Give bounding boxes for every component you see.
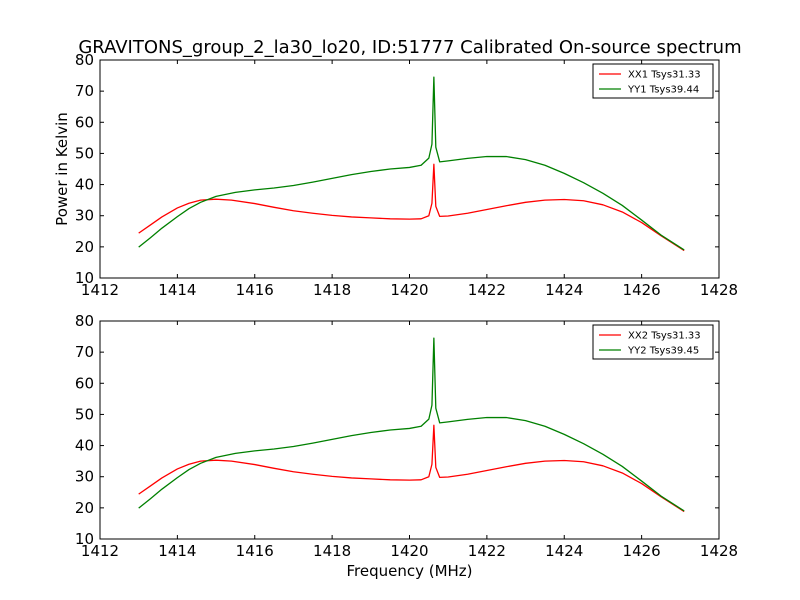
y-tick-label: 40 xyxy=(75,437,94,455)
x-tick-label: 1420 xyxy=(390,281,428,299)
x-tick-label: 1418 xyxy=(313,281,351,299)
x-tick-label: 1422 xyxy=(468,281,506,299)
x-tick-label: 1428 xyxy=(700,542,738,560)
x-tick-label: 1426 xyxy=(623,542,661,560)
x-tick-label: 1412 xyxy=(81,281,119,299)
x-tick-label: 1422 xyxy=(468,542,506,560)
legend-entry: YY2 Tsys39.45 xyxy=(627,346,699,357)
series-line-xx2 xyxy=(138,424,685,513)
series-line-xx1 xyxy=(138,163,685,252)
legend-entry: YY1 Tsys39.44 xyxy=(627,85,699,96)
y-tick-label: 50 xyxy=(75,144,94,162)
y-tick-label: 10 xyxy=(75,269,94,287)
subplot-2: 1412 1414 1416 1418 1420 1422 1424 1426 1428 10 20… xyxy=(75,312,738,580)
y-tick-label: 30 xyxy=(75,207,94,225)
y-tick-label: 80 xyxy=(75,312,94,330)
legend-entry: XX2 Tsys31.33 xyxy=(628,331,701,342)
x-tick-label: 1414 xyxy=(158,542,196,560)
x-tick-label: 1420 xyxy=(390,542,428,560)
y-tick-label: 70 xyxy=(75,343,94,361)
x-tick-label: 1426 xyxy=(623,281,661,299)
y-tick-label: 60 xyxy=(75,113,94,131)
y-tick-label: 40 xyxy=(75,176,94,194)
x-axis-label: Frequency (MHz) xyxy=(346,562,472,580)
y-tick-label: 60 xyxy=(75,374,94,392)
x-tick-label: 1428 xyxy=(700,281,738,299)
y-tick-label: 20 xyxy=(75,499,94,517)
x-tick-label: 1424 xyxy=(545,542,583,560)
y-tick-label: 80 xyxy=(75,51,94,69)
legend: XX2 Tsys31.33 YY2 Tsys39.45 xyxy=(592,324,714,360)
x-tick-label: 1418 xyxy=(313,542,351,560)
series-line-yy1 xyxy=(138,76,685,251)
legend-entry: XX1 Tsys31.33 xyxy=(628,70,701,81)
series-line-yy2 xyxy=(138,337,685,512)
x-tick-label: 1416 xyxy=(236,542,274,560)
x-tick-label: 1412 xyxy=(81,542,119,560)
y-axis-label: Power in Kelvin xyxy=(53,112,71,226)
x-tick-label: 1416 xyxy=(236,281,274,299)
y-tick-label: 10 xyxy=(75,530,94,548)
y-tick-label: 20 xyxy=(75,238,94,256)
legend: XX1 Tsys31.33 YY1 Tsys39.44 xyxy=(592,63,714,99)
x-tick-label: 1424 xyxy=(545,281,583,299)
x-tick-label: 1414 xyxy=(158,281,196,299)
y-tick-label: 50 xyxy=(75,405,94,423)
y-tick-label: 70 xyxy=(75,82,94,100)
subplot-1: 1412 1414 1416 1418 1420 1422 1424 1426 1428 10 20… xyxy=(53,51,738,299)
y-tick-label: 30 xyxy=(75,468,94,486)
legend-box xyxy=(592,324,714,360)
legend-box xyxy=(592,63,714,99)
figure-title: GRAVITONS_group_2_la30_lo20, ID:51777 Ca… xyxy=(78,37,741,58)
